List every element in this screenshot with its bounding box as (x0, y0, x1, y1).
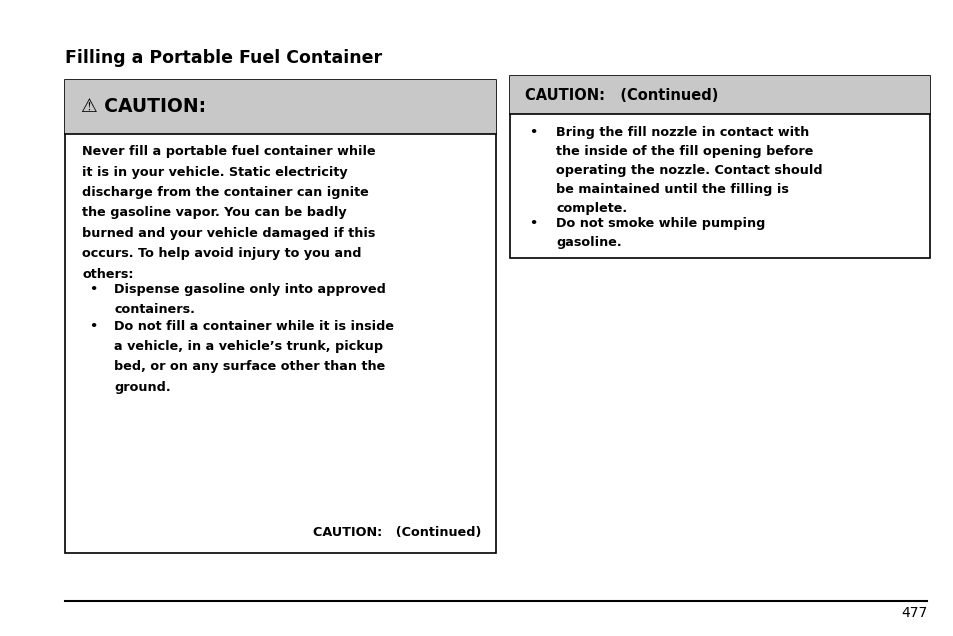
Text: ⚠ CAUTION:: ⚠ CAUTION: (81, 97, 206, 116)
Text: operating the nozzle. Contact should: operating the nozzle. Contact should (556, 164, 821, 177)
Text: complete.: complete. (556, 202, 627, 215)
Text: •: • (89, 320, 97, 333)
Text: a vehicle, in a vehicle’s trunk, pickup: a vehicle, in a vehicle’s trunk, pickup (114, 340, 383, 353)
Text: containers.: containers. (114, 303, 195, 316)
Text: the gasoline vapor. You can be badly: the gasoline vapor. You can be badly (82, 207, 346, 219)
Text: Do not fill a container while it is inside: Do not fill a container while it is insi… (114, 320, 395, 333)
Text: it is in your vehicle. Static electricity: it is in your vehicle. Static electricit… (82, 166, 347, 179)
FancyBboxPatch shape (65, 80, 496, 134)
Text: CAUTION:   (Continued): CAUTION: (Continued) (524, 88, 718, 103)
FancyBboxPatch shape (510, 76, 929, 114)
FancyBboxPatch shape (510, 76, 929, 258)
Text: the inside of the fill opening before: the inside of the fill opening before (556, 145, 813, 158)
Text: Do not smoke while pumping: Do not smoke while pumping (556, 218, 764, 230)
Text: ground.: ground. (114, 381, 171, 394)
Text: CAUTION:   (Continued): CAUTION: (Continued) (314, 527, 481, 539)
Text: •: • (529, 218, 537, 230)
Text: gasoline.: gasoline. (556, 237, 621, 249)
Text: Never fill a portable fuel container while: Never fill a portable fuel container whi… (82, 146, 375, 158)
Text: Filling a Portable Fuel Container: Filling a Portable Fuel Container (65, 49, 381, 67)
Text: Bring the fill nozzle in contact with: Bring the fill nozzle in contact with (556, 126, 808, 139)
Text: be maintained until the filling is: be maintained until the filling is (556, 183, 788, 196)
Text: 477: 477 (900, 606, 926, 620)
Text: others:: others: (82, 268, 133, 280)
FancyBboxPatch shape (65, 80, 496, 553)
Text: •: • (89, 283, 97, 296)
Text: •: • (529, 126, 537, 139)
Text: occurs. To help avoid injury to you and: occurs. To help avoid injury to you and (82, 247, 361, 260)
Text: burned and your vehicle damaged if this: burned and your vehicle damaged if this (82, 227, 375, 240)
Text: bed, or on any surface other than the: bed, or on any surface other than the (114, 361, 385, 373)
Text: Dispense gasoline only into approved: Dispense gasoline only into approved (114, 283, 386, 296)
Text: discharge from the container can ignite: discharge from the container can ignite (82, 186, 369, 199)
